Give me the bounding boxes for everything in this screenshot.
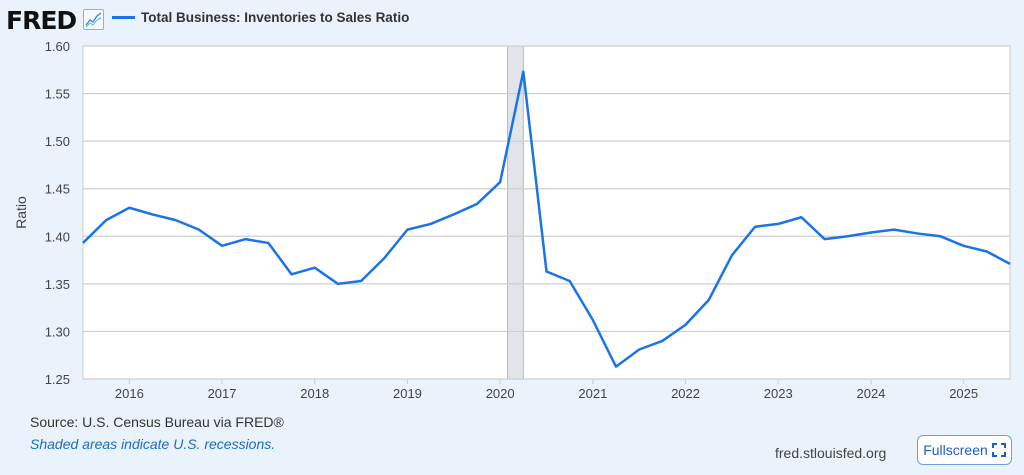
x-tick-label: 2017 [208,386,237,401]
x-tick-label: 2016 [115,386,144,401]
fred-logo[interactable]: FRED [6,6,77,35]
source-text: Source: U.S. Census Bureau via FRED® [30,414,284,430]
expand-icon [991,443,1006,457]
y-axis-label: Ratio [13,196,29,229]
x-tick-label: 2019 [393,386,422,401]
fullscreen-label: Fullscreen [923,442,988,458]
legend-label: Total Business: Inventories to Sales Rat… [141,10,410,25]
plot-area [82,45,1011,380]
x-tick-label: 2024 [856,386,885,401]
y-tick-label: 1.35 [45,277,70,292]
y-tick-label: 1.30 [45,324,70,339]
y-tick-label: 1.25 [45,372,70,387]
y-tick-label: 1.55 [45,87,70,102]
y-tick-label: 1.50 [45,134,70,149]
chart: 1.25 1.30 1.35 1.40 1.45 1.50 1.55 1.60 2016 2017… [13,39,1011,401]
line-chart-icon [83,9,104,30]
legend-swatch [112,16,135,19]
recession-note: Shaded areas indicate U.S. recessions. [30,436,276,452]
x-tick-label: 2023 [764,386,793,401]
y-tick-label: 1.40 [45,229,70,244]
y-tick-label: 1.60 [45,39,70,54]
legend: Total Business: Inventories to Sales Rat… [112,10,409,25]
recession-band [507,45,524,380]
x-tick-label: 2020 [486,386,515,401]
y-tick-label: 1.45 [45,182,70,197]
site-link[interactable]: fred.stlouisfed.org [775,445,887,461]
x-tick-label: 2025 [949,386,978,401]
x-tick-label: 2022 [671,386,700,401]
fullscreen-button[interactable]: Fullscreen [917,435,1012,465]
x-tick-label: 2018 [300,386,329,401]
x-tick-label: 2021 [578,386,607,401]
